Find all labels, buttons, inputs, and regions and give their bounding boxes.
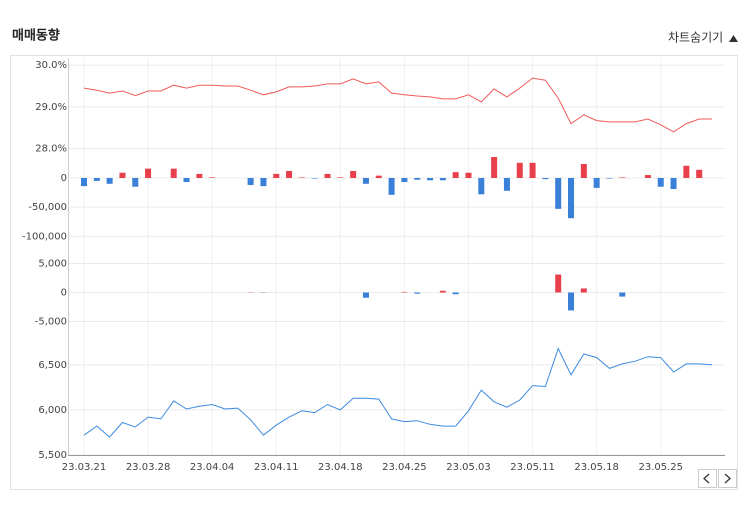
bar	[81, 178, 87, 186]
bar	[504, 178, 510, 191]
x-tick-label: 23.05.11	[510, 462, 555, 473]
series-line	[84, 349, 712, 437]
bar	[555, 178, 561, 209]
y-tick-label: -50,000	[28, 202, 67, 213]
bar	[248, 178, 254, 185]
bar	[581, 164, 587, 178]
bar	[568, 293, 574, 311]
bar	[530, 163, 536, 178]
y-tick-label: 30.0%	[35, 60, 67, 71]
bar	[555, 275, 561, 293]
bar	[671, 178, 677, 189]
bar	[401, 292, 407, 293]
x-tick-label: 23.04.25	[382, 462, 427, 473]
bar	[325, 174, 331, 178]
y-tick-label: 5,000	[38, 259, 67, 270]
bar	[453, 293, 459, 295]
x-tick-label: 23.05.18	[574, 462, 619, 473]
bar	[363, 293, 369, 298]
toggle-icon	[729, 35, 738, 42]
x-tick-label: 23.03.28	[126, 462, 171, 473]
bar	[465, 173, 471, 178]
bar	[440, 291, 446, 293]
bar	[171, 169, 177, 178]
bar	[145, 169, 151, 178]
x-tick-label: 23.04.04	[190, 462, 235, 473]
bar	[606, 178, 612, 179]
bar	[389, 178, 395, 195]
bar	[542, 178, 548, 179]
bar	[119, 173, 125, 178]
y-tick-label: 6,000	[38, 405, 67, 416]
y-tick-label: 29.0%	[35, 102, 67, 113]
bar	[619, 177, 625, 178]
x-tick-label: 23.05.03	[446, 462, 491, 473]
bar	[645, 175, 651, 178]
bar	[453, 172, 459, 178]
bar	[299, 177, 305, 178]
series-line	[84, 78, 712, 132]
bar	[312, 178, 318, 179]
bar	[594, 178, 600, 188]
x-tick-label: 23.03.21	[62, 462, 107, 473]
chart-frame	[11, 56, 738, 490]
y-tick-label: 6,500	[38, 360, 67, 371]
bar	[209, 177, 215, 178]
y-tick-label: -100,000	[22, 231, 67, 242]
prev-box	[699, 470, 717, 488]
y-tick-label: 5,500	[38, 450, 67, 461]
bar	[517, 163, 523, 178]
bar	[286, 171, 292, 178]
bar	[478, 178, 484, 194]
bar	[568, 178, 574, 218]
bar	[260, 178, 266, 186]
x-tick-label: 23.05.25	[638, 462, 683, 473]
bar	[94, 178, 100, 181]
bar	[414, 293, 420, 294]
bar	[196, 174, 202, 178]
bar	[427, 178, 433, 180]
y-tick-label: 0	[61, 288, 67, 299]
next-button[interactable]	[719, 470, 737, 488]
bar	[440, 178, 446, 180]
bar	[107, 178, 113, 184]
bar	[350, 171, 356, 178]
y-tick-label: 28.0%	[35, 144, 67, 155]
bar	[376, 176, 382, 178]
prev-button[interactable]	[699, 470, 717, 488]
bar	[696, 170, 702, 178]
bar	[132, 178, 138, 187]
bar	[184, 178, 190, 182]
x-tick-label: 23.04.18	[318, 462, 363, 473]
bar	[683, 166, 689, 178]
bar	[619, 293, 625, 297]
bar	[401, 178, 407, 182]
bar	[658, 178, 664, 187]
section-title: 매매동향	[12, 28, 60, 44]
toggle-button[interactable]: 차트숨기기	[668, 31, 738, 45]
bar	[273, 174, 279, 178]
bar	[363, 178, 369, 184]
bar	[491, 157, 497, 178]
x-tick-label: 23.04.11	[254, 462, 299, 473]
bar	[581, 288, 587, 292]
bar	[414, 178, 420, 180]
y-tick-label: 0	[61, 173, 67, 184]
bar	[337, 177, 343, 178]
y-tick-label: -5,000	[35, 317, 67, 328]
next-box	[719, 470, 737, 488]
toggle-label: 차트숨기기	[668, 31, 723, 45]
